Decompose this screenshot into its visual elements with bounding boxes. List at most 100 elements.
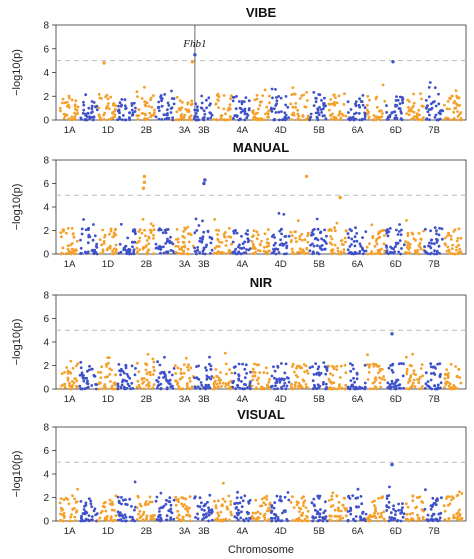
snp-point (200, 501, 203, 505)
snp-point (130, 240, 134, 244)
snp-point (198, 496, 202, 500)
snp-point (176, 382, 179, 386)
snp-point (169, 507, 173, 511)
snp-point (402, 362, 405, 366)
snp-point (450, 247, 454, 251)
snp-point (102, 118, 106, 121)
snp-point (116, 387, 120, 391)
snp-point (67, 502, 71, 506)
snp-point (207, 513, 211, 517)
snp-point (291, 519, 295, 522)
snp-point (401, 98, 404, 102)
snp-point (73, 497, 76, 501)
snp-point (182, 230, 186, 233)
snp-point (98, 96, 102, 100)
snp-point (427, 95, 431, 99)
snp-point (331, 373, 335, 377)
snp-point (393, 110, 397, 114)
snp-point (270, 519, 274, 523)
snp-point (322, 102, 326, 105)
snp-point (410, 231, 414, 235)
snp-point (273, 369, 277, 373)
snp-point (146, 502, 150, 506)
snp-point (349, 379, 353, 382)
snp-point (401, 101, 405, 105)
snp-point (160, 97, 164, 100)
snp-point (341, 516, 345, 520)
snp-point (124, 515, 128, 519)
snp-point (128, 497, 132, 501)
snp-point (310, 501, 314, 505)
snp-point (163, 229, 167, 232)
snp-point (268, 101, 271, 105)
snp-point (118, 511, 122, 515)
snp-point (158, 363, 162, 367)
snp-point (241, 499, 245, 503)
snp-point (451, 243, 455, 247)
snp-point (272, 233, 275, 237)
snp-point (165, 387, 169, 391)
snp-point (408, 378, 411, 381)
snp-point (290, 113, 294, 116)
snp-point (238, 117, 242, 121)
snp-point (254, 511, 257, 515)
snp-point (113, 107, 117, 111)
snp-point (422, 518, 425, 521)
snp-point (409, 375, 412, 379)
snp-point (195, 252, 198, 256)
snp-point (113, 381, 117, 385)
snp-point (80, 118, 83, 121)
snp-point (387, 506, 391, 509)
snp-point (97, 92, 101, 96)
snp-point (186, 225, 190, 229)
snp-point (246, 114, 250, 117)
snp-point (334, 117, 337, 121)
snp-point (435, 240, 439, 244)
snp-point (157, 383, 161, 387)
snp-point (412, 369, 416, 372)
snp-point (130, 381, 134, 385)
snp-point (290, 118, 293, 121)
snp-point (138, 509, 142, 513)
snp-point (101, 387, 104, 391)
snp-point (240, 380, 243, 383)
snp-point (154, 246, 158, 250)
snp-point (284, 387, 288, 391)
snp-point (86, 379, 89, 383)
snp-point (314, 508, 317, 512)
snp-point (342, 248, 346, 252)
snp-point (163, 355, 166, 359)
snp-point (135, 385, 139, 389)
snp-point (272, 243, 276, 247)
snp-point (348, 118, 352, 122)
snp-point (426, 384, 429, 388)
snp-point (400, 111, 403, 115)
snp-point (270, 504, 274, 507)
snp-point (330, 494, 334, 498)
snp-point (438, 362, 442, 366)
snp-point (348, 386, 352, 390)
snp-point (102, 113, 105, 117)
snp-point (145, 101, 149, 105)
snp-point (148, 500, 152, 504)
snp-point (291, 86, 295, 89)
snp-point (138, 502, 142, 506)
snp-point (412, 92, 415, 96)
snp-point (210, 113, 214, 117)
snp-point (235, 501, 238, 505)
snp-point (187, 368, 190, 372)
snp-point (377, 364, 381, 368)
snp-point (152, 111, 156, 115)
snp-point (273, 517, 277, 520)
chromosome-label: 3B (198, 125, 210, 136)
snp-point (103, 383, 107, 387)
snp-point (188, 115, 191, 119)
snp-point (217, 385, 221, 389)
snp-point (91, 110, 94, 114)
snp-point (106, 375, 109, 378)
snp-point (344, 371, 348, 375)
snp-point (310, 233, 313, 237)
snp-point (158, 513, 161, 517)
snp-point (109, 380, 112, 383)
snp-point (177, 517, 181, 521)
